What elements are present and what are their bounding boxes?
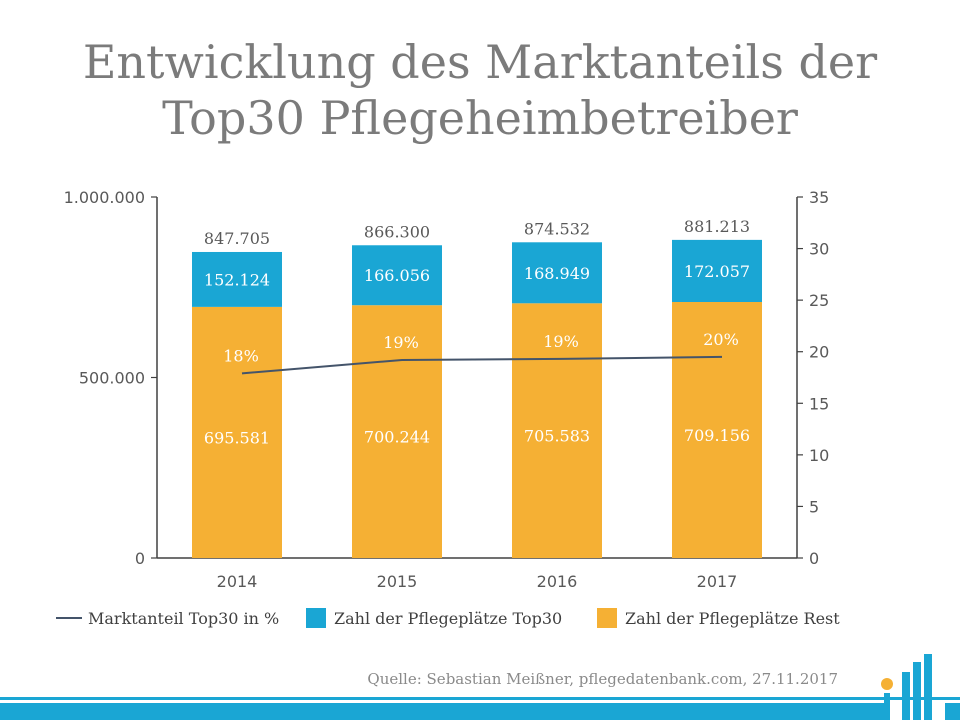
pflegedatenbank-logo [881,654,945,720]
data-label-rest: 705.583 [524,427,590,446]
x-tick-label: 2017 [697,572,738,591]
y-right-tick-label: 20 [809,343,829,362]
footer-stripe-thin [0,697,960,700]
y-right-tick-label: 0 [809,549,819,568]
data-label-rest: 700.244 [364,428,430,447]
y-right-tick-label: 15 [809,394,829,413]
y-left-tick-label: 0 [135,549,145,568]
logo-dot [881,678,893,690]
bar-series: 695.581 152.124 847.705 700.244 166.056 866.3… [192,217,762,558]
data-label-market-share: 19% [543,332,579,351]
y-right-tick-label: 10 [809,446,829,465]
legend-swatch-box [597,608,617,628]
source-note: Quelle: Sebastian Meißner, pflegedatenba… [367,670,838,688]
x-tick-label: 2015 [377,572,418,591]
data-label-market-share: 19% [383,333,419,352]
data-label-total: 866.300 [364,222,430,241]
data-label-top30: 166.056 [364,266,430,285]
bar-segment-rest [672,301,762,558]
legend: Marktanteil Top30 in % Zahl der Pflegeplä… [56,608,840,628]
bar-segment-rest [192,306,282,558]
data-label-top30: 172.057 [684,262,750,281]
y-left-tick-label: 500.000 [79,369,145,388]
line-series: 18% 19% 19% 20% [223,330,739,375]
logo-bar [902,672,910,720]
y-right-tick-label: 5 [809,497,819,516]
data-label-rest: 695.581 [204,428,270,447]
legend-swatch-box [306,608,326,628]
bar-segment-top30 [352,245,442,306]
footer-stripe-thick [0,703,960,720]
bar-segment-rest [512,303,602,558]
data-label-total: 847.705 [204,229,270,248]
data-label-top30: 168.949 [524,264,590,283]
footer-band [0,697,960,720]
market-share-line [241,355,723,375]
legend-label: Zahl der Pflegeplätze Top30 [334,609,562,628]
chart-title-line-1: Entwicklung des Marktanteils der [83,35,877,89]
bar-segment-top30 [672,239,762,302]
chart-title-line-2: Top30 Pflegeheimbetreiber [162,91,798,145]
legend-label: Marktanteil Top30 in % [88,609,279,628]
logo-bar [924,654,932,720]
data-label-market-share: 20% [703,330,739,349]
y-right-tick-label: 30 [809,240,829,259]
data-label-total: 881.213 [684,217,750,236]
bar-segment-top30 [192,251,282,307]
logo-stem [884,693,890,720]
x-tick-label: 2016 [537,572,578,591]
bar-segment-top30 [512,242,602,304]
legend-label: Zahl der Pflegeplätze Rest [625,609,840,628]
data-label-rest: 709.156 [684,426,750,445]
logo-bar [913,662,921,720]
y-left-tick-label: 1.000.000 [64,188,145,207]
bar-segment-rest [352,305,442,558]
x-tick-label: 2014 [217,572,258,591]
data-label-market-share: 18% [223,346,259,365]
data-label-top30: 152.124 [204,270,270,289]
y-right-tick-label: 35 [809,188,829,207]
data-label-total: 874.532 [524,219,590,238]
y-right-tick-label: 25 [809,291,829,310]
chart-axes: 0 500.000 1.000.000 0 5 10 15 20 25 30 35 2014 2015 2… [64,188,830,591]
